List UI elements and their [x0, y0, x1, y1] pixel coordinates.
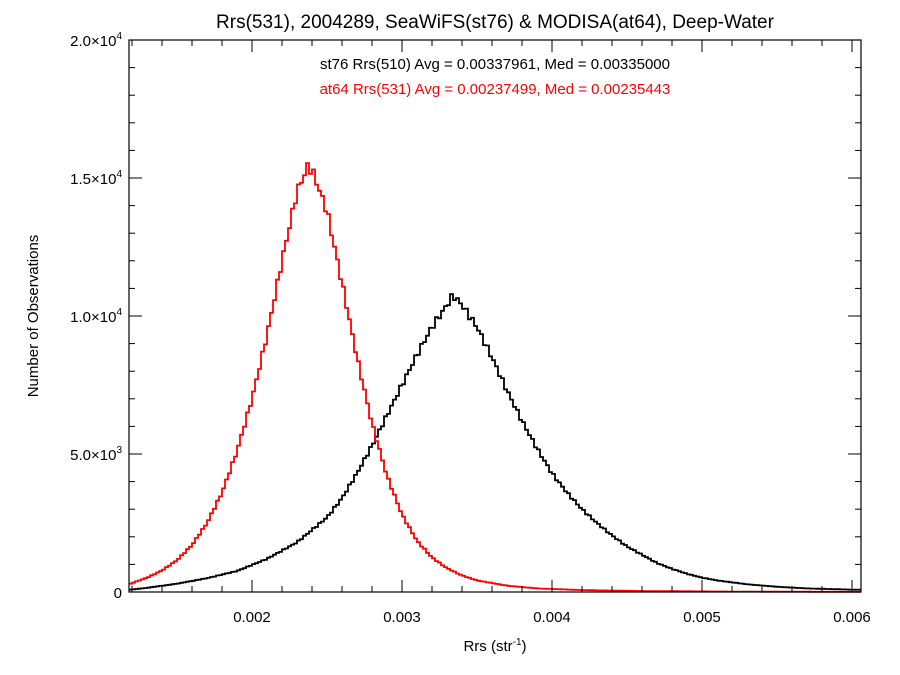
y-tick-label: 0: [114, 585, 122, 602]
series-layer: [129, 162, 861, 593]
x-tick-label: 0.005: [683, 609, 721, 626]
x-tick-label: 0.003: [383, 609, 421, 626]
x-tick-labels: 0.002 0.003 0.004 0.005 0.006: [233, 609, 871, 626]
series-st76-histogram: [129, 293, 861, 591]
y-axis-label: Number of Observations: [25, 235, 42, 398]
x-axis-label-tail: ): [522, 638, 527, 655]
y-tick-labels: 0 5.0×103 1.0×104 1.5×104 2.0×104: [70, 31, 122, 602]
x-axis-label: Rrs (str-1): [463, 637, 526, 655]
x-axis-label-sup: -1: [513, 637, 522, 648]
annotation-st76: st76 Rrs(510) Avg = 0.00337961, Med = 0.…: [320, 56, 670, 73]
x-tick-label: 0.002: [233, 609, 271, 626]
series-at64-histogram: [129, 162, 861, 593]
plot-frame: [128, 39, 862, 593]
chart-title: Rrs(531), 2004289, SeaWiFS(st76) & MODIS…: [216, 12, 775, 33]
y-tick-label: 5.0×103: [70, 445, 122, 464]
annotation-at64: at64 Rrs(531) Avg = 0.00237499, Med = 0.…: [320, 81, 671, 98]
y-tick-label: 1.0×104: [70, 307, 122, 326]
y-tick-label: 2.0×104: [70, 31, 122, 50]
x-tick-label: 0.004: [533, 609, 571, 626]
x-tick-label: 0.006: [833, 609, 871, 626]
tick-layer: [129, 39, 861, 593]
y-tick-label: 1.5×104: [70, 169, 122, 188]
x-axis-label-main: Rrs (str: [463, 638, 512, 655]
